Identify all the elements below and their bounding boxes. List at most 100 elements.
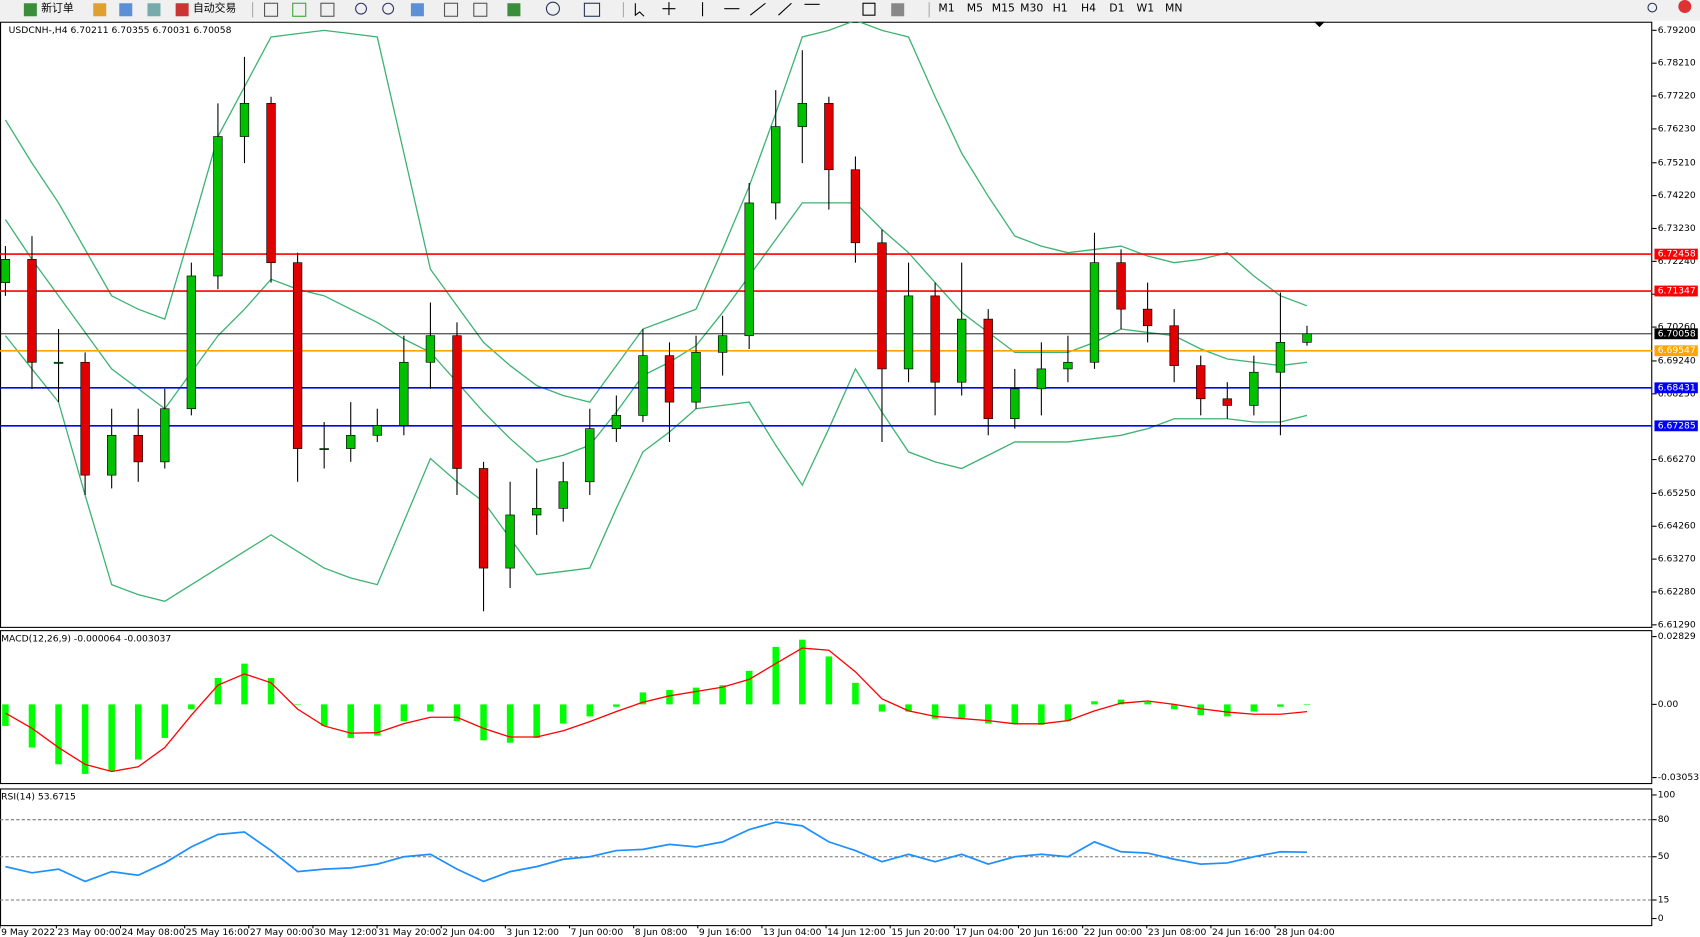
icon[interactable] xyxy=(147,3,161,17)
panel-frame xyxy=(0,630,1653,785)
macd-bar xyxy=(772,646,779,705)
tile-icon[interactable] xyxy=(410,3,424,17)
indicators-icon[interactable] xyxy=(507,3,521,17)
candle-body xyxy=(478,468,489,569)
candle-body xyxy=(611,415,622,429)
auto-trading-button[interactable]: 自动交易 xyxy=(193,1,236,15)
candle-body xyxy=(53,361,64,364)
candle-body xyxy=(744,202,754,337)
candle-body xyxy=(346,434,356,449)
macd-bar xyxy=(1170,704,1178,710)
new-order-icon[interactable] xyxy=(23,3,37,17)
y-tick-label: 6.76230 xyxy=(1658,123,1696,134)
y-tick-label: 0.00 xyxy=(1658,699,1679,710)
candle-body xyxy=(1169,325,1179,366)
macd-bar xyxy=(799,639,806,705)
timeframe-button[interactable]: MN xyxy=(1165,2,1182,15)
candle-body xyxy=(133,434,143,463)
candle-body xyxy=(1222,398,1232,406)
zoom-out[interactable] xyxy=(382,2,395,15)
y-tick-label: 6.62280 xyxy=(1658,586,1696,597)
candle-body xyxy=(107,434,117,476)
crosshair-tool[interactable] xyxy=(662,2,676,16)
toolbar-bg xyxy=(0,0,1700,20)
x-tick-label: 23 May 00:00 xyxy=(57,927,120,937)
zoom-in[interactable] xyxy=(355,2,367,15)
y-tick-label: 6.72240 xyxy=(1658,256,1696,267)
macd-bar xyxy=(320,704,328,726)
timeframe-button[interactable]: M1 xyxy=(938,2,954,15)
notifications[interactable] xyxy=(1678,0,1692,14)
y-tick-label: 6.73230 xyxy=(1658,223,1696,234)
icon[interactable] xyxy=(320,2,335,17)
y-tick-label: 6.65250 xyxy=(1658,488,1696,499)
y-tick-label: 80 xyxy=(1658,814,1670,825)
search[interactable] xyxy=(1647,2,1658,13)
macd-bar xyxy=(586,704,594,717)
candle-body xyxy=(664,355,675,403)
timeframe-button[interactable]: H4 xyxy=(1081,2,1096,15)
x-tick-label: 30 May 12:00 xyxy=(314,927,377,937)
macd-bar xyxy=(639,692,647,705)
macd-bar xyxy=(613,704,620,707)
timeframe-button[interactable]: M30 xyxy=(1020,2,1043,15)
level-tag xyxy=(1654,248,1698,260)
panel-title: USDCNH-,H4 6.70211 6.70355 6.70031 6.700… xyxy=(9,25,232,36)
icon[interactable] xyxy=(263,2,279,17)
timeframe-button[interactable]: M5 xyxy=(967,2,983,15)
candle-body xyxy=(638,355,648,416)
candle-body xyxy=(797,103,807,127)
candle-body xyxy=(292,262,303,449)
x-tick-label: 15 Jun 20:00 xyxy=(891,927,950,937)
panel xyxy=(2,639,1311,774)
macd-bar xyxy=(1038,704,1045,725)
macd-bar xyxy=(400,704,408,722)
band-lower xyxy=(4,335,1308,602)
macd-bar xyxy=(81,704,89,774)
auto-trading-icon[interactable] xyxy=(175,3,189,17)
candle-body xyxy=(1063,361,1073,370)
candle-body xyxy=(239,103,250,137)
candle-body xyxy=(717,335,728,353)
icon[interactable] xyxy=(93,3,107,17)
macd-bar xyxy=(719,685,726,705)
candle-body xyxy=(1196,365,1206,400)
y-tick-label: 6.70260 xyxy=(1658,322,1696,333)
candle-body xyxy=(319,448,329,450)
level-label: 6.72458 xyxy=(1658,249,1696,260)
new-order-button[interactable]: 新订单 xyxy=(41,1,74,15)
y-tick-label: 6.68250 xyxy=(1658,388,1696,399)
candle-body xyxy=(983,318,993,420)
channel-tool[interactable] xyxy=(778,2,792,16)
icon[interactable] xyxy=(473,2,488,17)
x-tick-label: 13 Jun 04:00 xyxy=(763,927,822,937)
candle-body xyxy=(452,335,462,469)
period-icon[interactable] xyxy=(545,1,560,16)
panel-frame xyxy=(0,21,1653,628)
macd-bar xyxy=(745,670,753,705)
label-tool[interactable] xyxy=(862,2,876,16)
icon[interactable] xyxy=(292,2,307,17)
cursor-tool[interactable] xyxy=(634,3,645,17)
timeframes: M1 M5 M15 M30 H1 H4 D1 W1 MN xyxy=(938,2,1182,15)
timeframe-button[interactable]: H1 xyxy=(1053,2,1068,15)
x-tick-label: 27 May 00:00 xyxy=(250,927,313,937)
trendline-tool[interactable] xyxy=(749,2,766,16)
level-label: 6.70058 xyxy=(1658,328,1696,339)
level-label: 6.68431 xyxy=(1658,382,1696,393)
y-tick-label: 15 xyxy=(1658,894,1670,905)
icon[interactable] xyxy=(119,3,133,17)
template-icon[interactable] xyxy=(583,2,601,17)
macd-bar xyxy=(241,663,248,705)
timeframe-button[interactable]: W1 xyxy=(1137,2,1155,15)
timeframe-button[interactable]: D1 xyxy=(1109,2,1124,15)
arrow-tool[interactable] xyxy=(891,3,905,17)
band-upper xyxy=(4,21,1308,403)
x-tick-label: 31 May 20:00 xyxy=(378,927,441,937)
timeframe-button[interactable]: M15 xyxy=(992,2,1015,15)
macd-bar xyxy=(453,704,461,722)
macd-bar xyxy=(347,704,354,738)
candle-body xyxy=(957,318,967,383)
icon[interactable] xyxy=(443,2,459,17)
